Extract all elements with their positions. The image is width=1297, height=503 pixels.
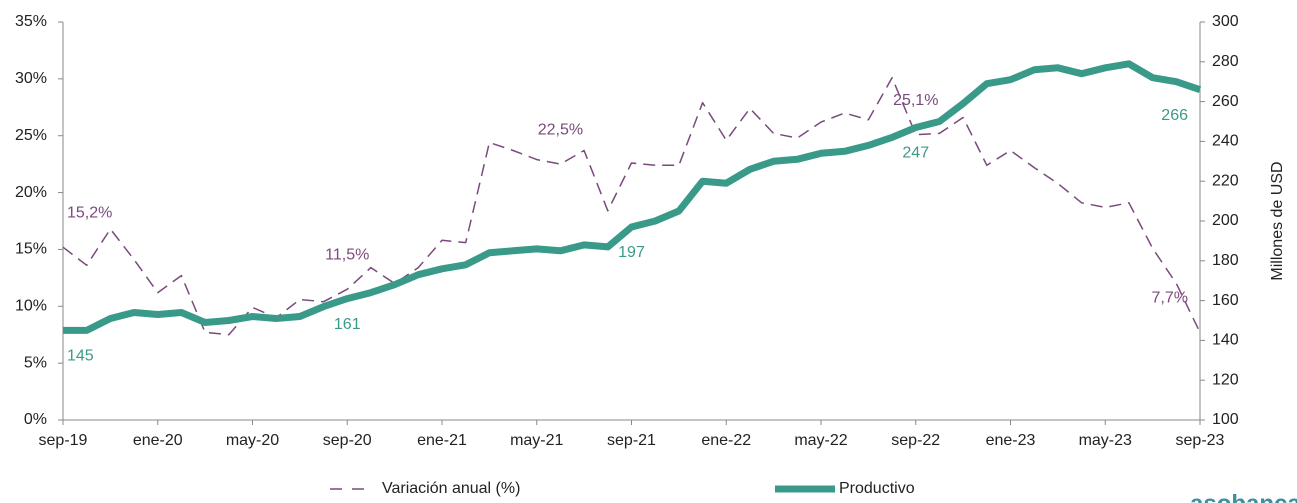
- x-tick-label: may-23: [1079, 432, 1132, 449]
- data-label: 247: [902, 145, 929, 162]
- y-tick-label: 5%: [24, 354, 47, 371]
- y2-tick-label: 240: [1212, 133, 1239, 150]
- data-label: 145: [67, 348, 94, 365]
- y2-tick-label: 120: [1212, 371, 1239, 388]
- x-tick-label: ene-22: [701, 432, 751, 449]
- y-tick-label: 35%: [15, 13, 47, 30]
- x-tick-label: ene-20: [133, 432, 183, 449]
- y2-tick-label: 180: [1212, 252, 1239, 269]
- y2-tick-label: 280: [1212, 53, 1239, 70]
- y2-axis-title: Millones de USD: [1269, 161, 1286, 280]
- x-tick-label: sep-19: [39, 432, 88, 449]
- data-label: 197: [618, 244, 645, 261]
- data-label: 161: [334, 316, 361, 333]
- y2-tick-label: 160: [1212, 292, 1239, 309]
- x-tick-label: sep-23: [1176, 432, 1225, 449]
- x-tick-label: ene-23: [986, 432, 1036, 449]
- x-tick-label: may-20: [226, 432, 279, 449]
- data-label: 22,5%: [538, 121, 583, 138]
- logo: asobancaria: [1190, 490, 1297, 503]
- series-line: [63, 60, 1202, 334]
- y2-tick-label: 100: [1212, 411, 1239, 428]
- y2-tick-label: 300: [1212, 13, 1239, 30]
- y2-tick-label: 140: [1212, 332, 1239, 349]
- data-label: 7,7%: [1152, 290, 1188, 307]
- x-tick-label: may-22: [794, 432, 847, 449]
- series-line: [62, 76, 1201, 336]
- legend-label: Variación anual (%): [382, 480, 520, 497]
- data-label: 11,5%: [325, 246, 369, 263]
- y2-tick-label: 220: [1212, 172, 1239, 189]
- x-tick-label: ene-21: [417, 432, 467, 449]
- y2-tick-label: 260: [1212, 93, 1239, 110]
- y-tick-label: 20%: [15, 184, 47, 201]
- y-tick-label: 0%: [24, 411, 47, 428]
- y-tick-label: 10%: [15, 298, 47, 315]
- data-label: 25,1%: [893, 92, 938, 109]
- x-tick-label: sep-22: [891, 432, 940, 449]
- y-tick-label: 15%: [15, 241, 47, 258]
- data-label: 15,2%: [67, 204, 112, 221]
- data-label: 266: [1161, 107, 1188, 124]
- y-tick-label: 25%: [15, 127, 47, 144]
- x-tick-label: may-21: [510, 432, 563, 449]
- legend-label: Productivo: [839, 480, 915, 497]
- y-tick-label: 30%: [15, 70, 47, 87]
- x-tick-label: sep-20: [323, 432, 372, 449]
- y2-tick-label: 200: [1212, 212, 1239, 229]
- x-tick-label: sep-21: [607, 432, 656, 449]
